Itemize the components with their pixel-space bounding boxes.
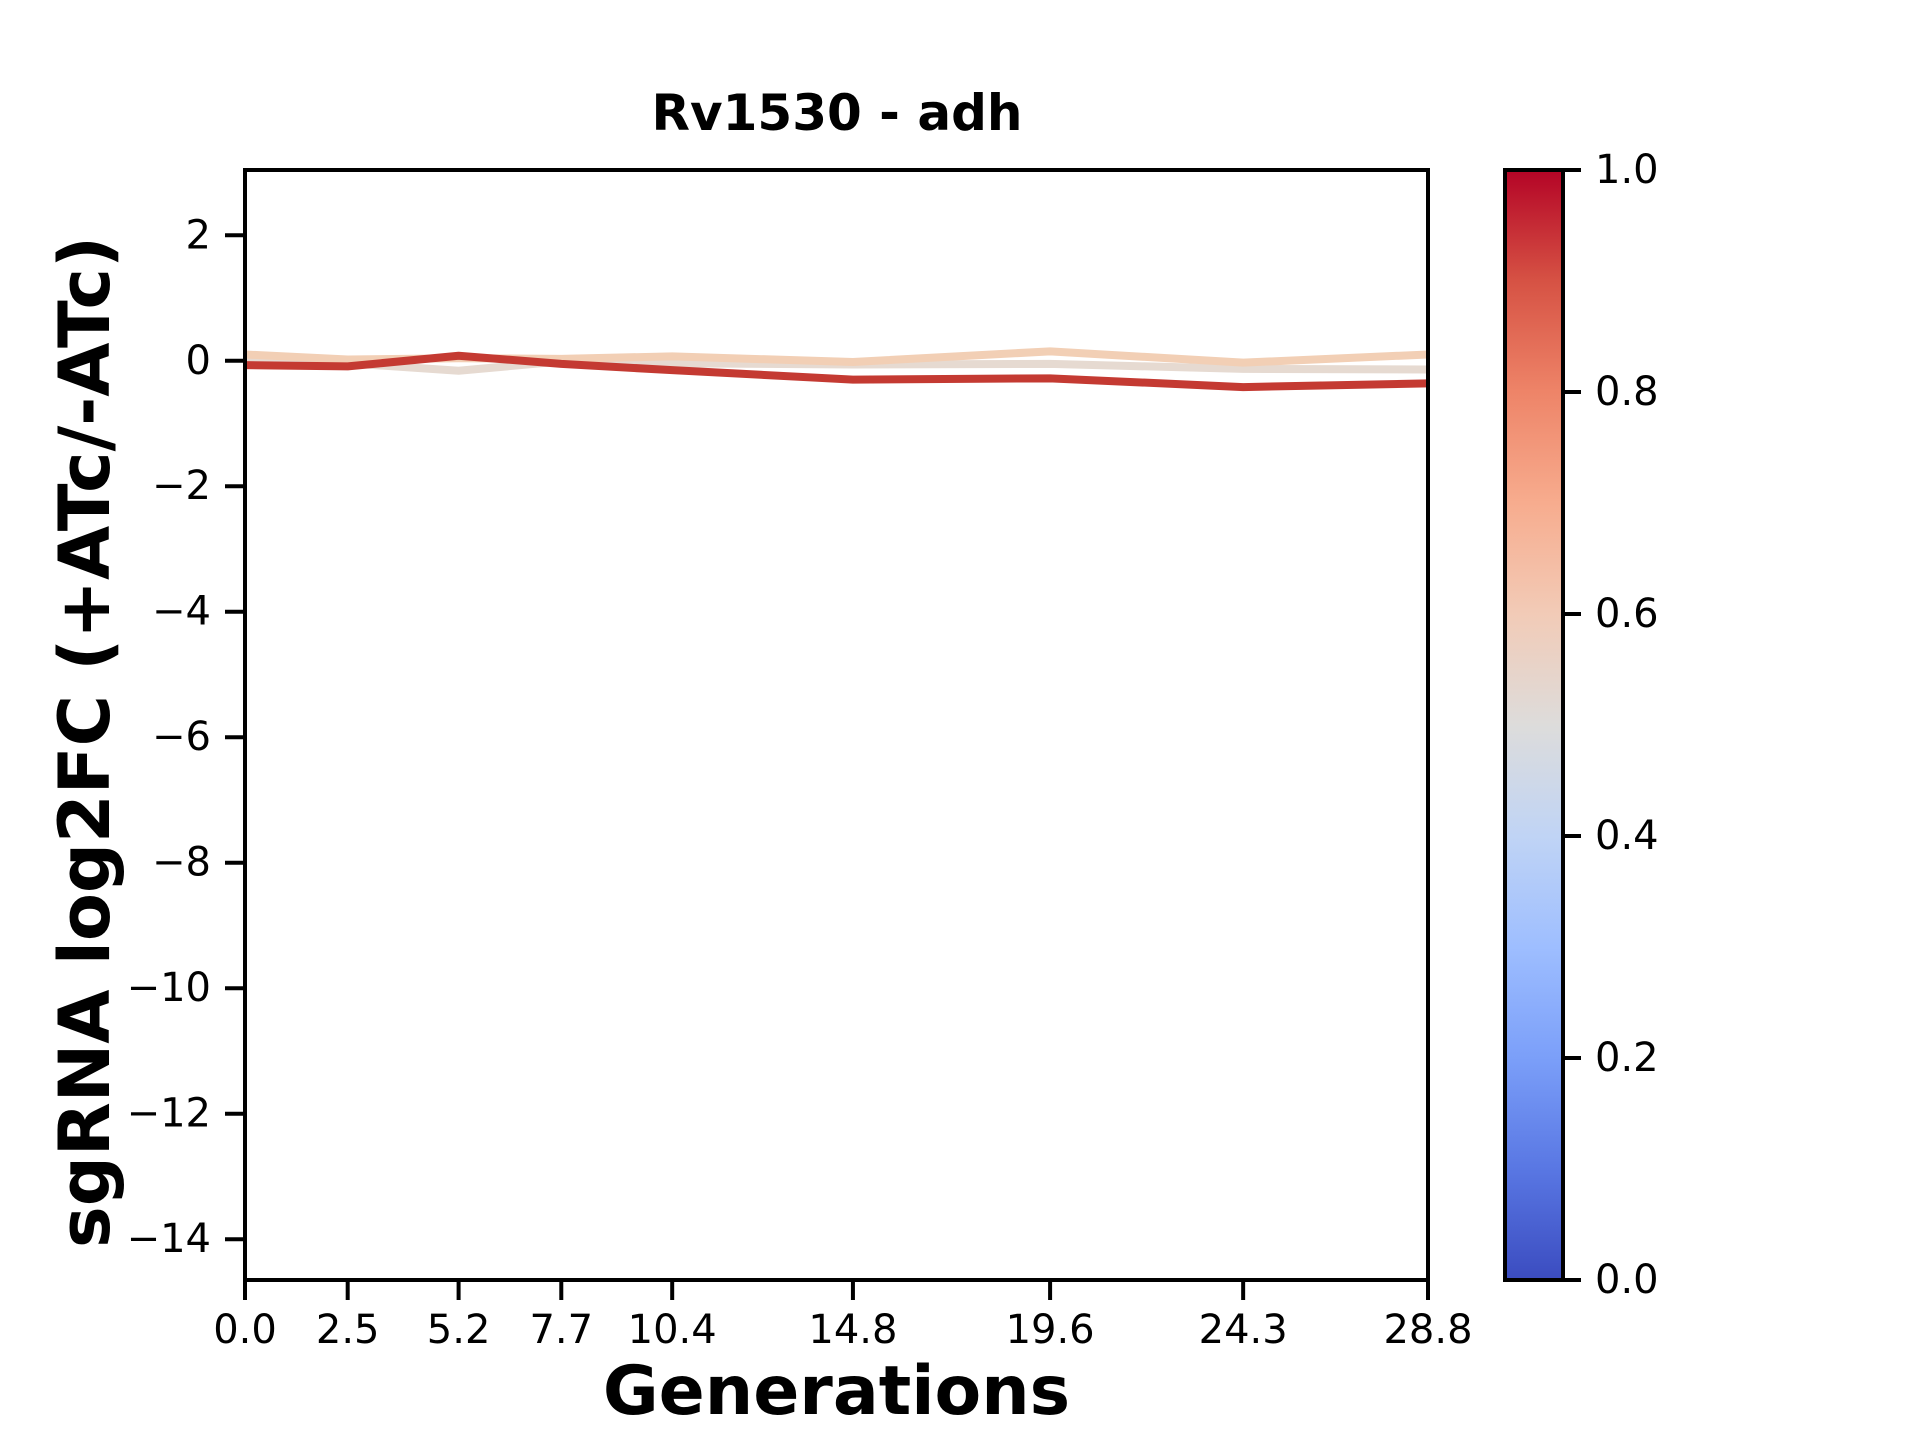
x-tick-label: 0.0 [213,1307,277,1353]
colorbar-tick-label: 0.6 [1595,591,1659,637]
y-tick-label: 2 [186,212,211,258]
colorbar-tick-label: 0.8 [1595,369,1659,415]
y-tick-label: −8 [152,840,211,886]
y-tick-label: −6 [152,714,211,760]
x-tick-label: 14.8 [808,1307,897,1353]
x-tick-label: 10.4 [628,1307,717,1353]
y-tick-label: −10 [127,965,211,1011]
x-tick-label: 5.2 [427,1307,491,1353]
x-tick-label: 28.8 [1383,1307,1472,1353]
chart-title: Rv1530 - adh [651,84,1023,142]
colorbar [1503,168,1565,1282]
x-axis-label: Generations [602,1352,1071,1431]
colorbar-tick-label: 0.4 [1595,813,1659,859]
x-tick-label: 7.7 [529,1307,593,1353]
y-tick-label: −14 [127,1216,211,1262]
x-tick-label: 19.6 [1006,1307,1095,1353]
plot-border [243,168,1430,1282]
y-tick-label: 0 [186,338,211,384]
y-tick-label: −4 [152,589,211,635]
colorbar-tick-label: 0.0 [1595,1257,1659,1303]
sgRNA-line-dark-red [244,351,1429,392]
colorbar-tick-label: 1.0 [1595,147,1659,193]
y-tick-label: −2 [152,463,211,509]
x-tick-label: 24.3 [1199,1307,1288,1353]
y-tick-label: −12 [127,1091,211,1137]
x-tick-label: 2.5 [316,1307,380,1353]
colorbar-tick-label: 0.2 [1595,1035,1659,1081]
